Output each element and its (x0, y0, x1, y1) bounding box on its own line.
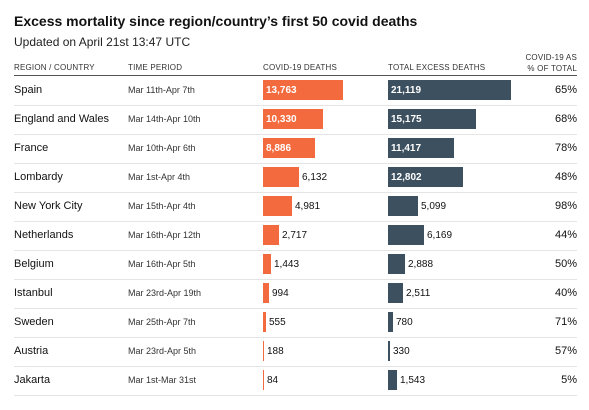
covid-deaths-bar (263, 225, 279, 245)
excess-deaths-label: 21,119 (391, 85, 422, 96)
region-name: Lombardy (14, 171, 63, 183)
covid-percent-of-total: 5% (561, 374, 577, 386)
covid-percent-of-total: 50% (554, 258, 577, 270)
excess-deaths-bar (388, 109, 476, 129)
covid-percent-of-total: 78% (554, 142, 577, 154)
excess-deaths-label: 2,511 (406, 288, 431, 299)
time-period: Mar 1st-Mar 31st (128, 375, 197, 385)
excess-deaths-bar (388, 283, 403, 303)
table-row: England and Wales Mar 14th-Apr 10th 10,330… (14, 105, 577, 135)
time-period: Mar 25th-Apr 7th (128, 317, 196, 327)
excess-deaths-label: 2,888 (408, 259, 434, 270)
covid-percent-of-total: 40% (554, 287, 577, 299)
time-period: Mar 23rd-Apr 5th (128, 346, 197, 356)
excess-deaths-bar (388, 312, 393, 332)
covid-deaths-bar (263, 80, 343, 100)
region-name: Austria (14, 345, 49, 357)
excess-deaths-bar (388, 341, 390, 361)
region-name: Istanbul (14, 287, 53, 299)
excess-deaths-bar (388, 254, 405, 274)
covid-deaths-label: 8,886 (266, 143, 292, 154)
covid-deaths-label: 188 (267, 346, 284, 357)
excess-deaths-label: 330 (393, 346, 410, 357)
excess-deaths-label: 11,417 (391, 143, 422, 154)
chart-title: Excess mortality since region/country’s … (14, 13, 418, 29)
covid-deaths-bar (263, 167, 299, 187)
region-name: England and Wales (14, 113, 109, 125)
covid-deaths-label: 994 (272, 288, 289, 299)
covid-percent-of-total: 71% (554, 316, 577, 328)
excess-deaths-bar (388, 80, 511, 100)
time-period: Mar 16th-Apr 5th (128, 259, 196, 269)
region-name: Belgium (14, 258, 54, 270)
excess-deaths-label: 12,802 (391, 172, 422, 183)
excess-deaths-bar (388, 196, 418, 216)
header-time-period: TIME PERIOD (128, 63, 183, 72)
covid-deaths-label: 6,132 (302, 172, 328, 183)
time-period: Mar 16th-Apr 12th (128, 230, 201, 240)
header-covid-percent-line2: % OF TOTAL (527, 64, 577, 73)
covid-percent-of-total: 48% (554, 171, 577, 183)
time-period: Mar 1st-Apr 4th (128, 172, 191, 182)
region-name: Jakarta (14, 374, 51, 386)
covid-deaths-label: 10,330 (266, 114, 297, 125)
header-excess-deaths: TOTAL EXCESS DEATHS (388, 63, 486, 72)
covid-deaths-bar (263, 254, 271, 274)
covid-percent-of-total: 44% (554, 229, 577, 241)
time-period: Mar 23rd-Apr 19th (128, 288, 202, 298)
header-covid-deaths: COVID-19 DEATHS (263, 63, 337, 72)
covid-deaths-label: 13,763 (266, 85, 297, 96)
covid-deaths-label: 1,443 (274, 259, 300, 270)
table-row: Spain Mar 11th-Apr 7th 13,763 21,119 65% (14, 76, 577, 106)
region-name: Sweden (14, 316, 54, 328)
table-row: France Mar 10th-Apr 6th 8,886 11,417 78% (14, 134, 577, 164)
excess-deaths-bar (388, 225, 424, 245)
covid-percent-of-total: 57% (554, 345, 577, 357)
table-row: Netherlands Mar 16th-Apr 12th 2,717 6,169 44… (14, 221, 577, 251)
header-divider (14, 75, 577, 76)
excess-deaths-label: 15,175 (391, 114, 422, 125)
covid-deaths-bar (263, 109, 323, 129)
excess-deaths-bar (388, 138, 454, 158)
excess-deaths-bar (388, 167, 463, 187)
time-period: Mar 14th-Apr 10th (128, 114, 201, 124)
excess-deaths-label: 6,169 (427, 230, 453, 241)
table-row: Belgium Mar 16th-Apr 5th 1,443 2,888 50% (14, 250, 577, 280)
excess-deaths-label: 1,543 (400, 375, 426, 386)
excess-deaths-label: 5,099 (421, 201, 447, 212)
header-covid-percent-line1: COVID-19 AS (525, 53, 577, 62)
table-row: Jakarta Mar 1st-Mar 31st 84 1,543 5% (14, 366, 577, 396)
covid-deaths-bar (263, 138, 315, 158)
table-row: New York City Mar 15th-Apr 4th 4,981 5,099 9… (14, 192, 577, 222)
chart-subtitle: Updated on April 21st 13:47 UTC (14, 35, 191, 49)
region-name: Spain (14, 84, 43, 96)
covid-percent-of-total: 68% (554, 113, 577, 125)
covid-deaths-bar (263, 341, 264, 361)
header-region: REGION / COUNTRY (14, 63, 95, 72)
covid-deaths-label: 84 (267, 375, 279, 386)
covid-deaths-label: 2,717 (282, 230, 308, 241)
covid-deaths-label: 555 (269, 317, 286, 328)
time-period: Mar 10th-Apr 6th (128, 143, 196, 153)
table-row: Lombardy Mar 1st-Apr 4th 6,132 12,802 48% (14, 163, 577, 193)
covid-deaths-bar (263, 312, 266, 332)
covid-deaths-bar (263, 283, 269, 303)
header-covid-percent: COVID-19 AS % OF TOTAL (525, 52, 577, 74)
excess-deaths-label: 780 (396, 317, 413, 328)
covid-percent-of-total: 65% (554, 84, 577, 96)
table-row: Sweden Mar 25th-Apr 7th 555 780 71% (14, 308, 577, 338)
excess-deaths-bar (388, 370, 397, 390)
table-row: Istanbul Mar 23rd-Apr 19th 994 2,511 40% (14, 279, 577, 309)
table-row: Austria Mar 23rd-Apr 5th 188 330 57% (14, 337, 577, 367)
covid-deaths-bar (263, 370, 264, 390)
covid-deaths-label: 4,981 (295, 201, 321, 212)
region-name: France (14, 142, 49, 154)
region-name: Netherlands (14, 229, 74, 241)
time-period: Mar 15th-Apr 4th (128, 201, 196, 211)
region-name: New York City (14, 200, 83, 212)
covid-deaths-bar (263, 196, 292, 216)
covid-percent-of-total: 98% (554, 200, 577, 212)
time-period: Mar 11th-Apr 7th (128, 85, 195, 95)
